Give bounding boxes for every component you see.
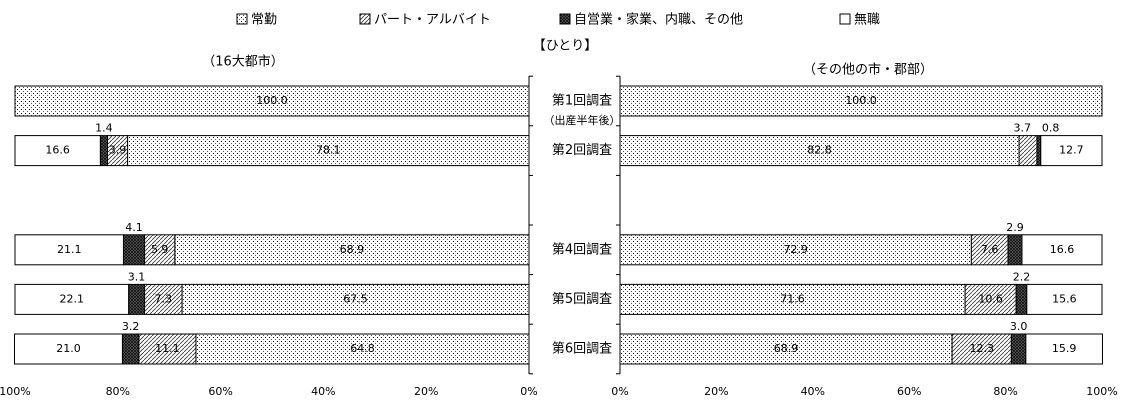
value-label: 71.6 <box>780 292 805 305</box>
value-label: 10.6 <box>978 292 1003 305</box>
legend-label: 自営業・家業、内職、その他 <box>574 12 743 28</box>
value-label: 68.9 <box>340 243 365 256</box>
bar-segment <box>1040 135 1103 167</box>
value-label: 7.6 <box>981 243 999 256</box>
bar-segment <box>1025 333 1103 365</box>
bar-segment <box>14 135 101 167</box>
x-tick-label: 40% <box>801 385 825 398</box>
bar-segment <box>13 333 123 365</box>
bar-segment <box>619 85 1103 117</box>
value-label: 3.9 <box>109 144 127 157</box>
x-tick-label: 100% <box>0 385 31 398</box>
value-label: 64.8 <box>350 342 375 355</box>
bar-segment <box>127 135 530 167</box>
bar-segment <box>1018 135 1038 167</box>
value-label: 2.2 <box>1013 270 1031 283</box>
x-tick-label: 20% <box>704 385 728 398</box>
panel-title: （その他の市・郡部） <box>803 62 933 78</box>
value-label: 16.6 <box>45 144 70 157</box>
value-label: 3.0 <box>1010 320 1028 333</box>
legend-swatch <box>359 13 371 25</box>
value-label: 7.3 <box>155 292 173 305</box>
bar-segment <box>1015 283 1028 315</box>
value-label: 0.8 <box>1042 122 1060 135</box>
x-tick-label: 80% <box>106 385 130 398</box>
value-label: 5.9 <box>151 243 169 256</box>
y-tick-label: 第6回調査 <box>552 342 612 357</box>
bar-segment <box>1010 333 1027 365</box>
value-label: 82.8 <box>807 144 832 157</box>
bar-segment <box>144 234 176 266</box>
value-label: 4.1 <box>125 221 143 234</box>
value-label: 15.9 <box>1052 342 1077 355</box>
bar-segment <box>121 333 140 365</box>
y-tick-label: 第2回調査 <box>552 143 612 158</box>
legend-label: パート・アルバイト <box>374 13 491 28</box>
x-tick-label: 60% <box>897 385 921 398</box>
x-tick-label: 0% <box>611 385 628 398</box>
bar-segment <box>181 283 530 315</box>
value-label: 100.0 <box>256 94 288 107</box>
bar-segment <box>1036 135 1042 167</box>
bar-segment <box>14 85 530 117</box>
legend-swatch <box>559 13 571 25</box>
bar-segment <box>99 135 109 167</box>
bar-segment <box>964 283 1017 315</box>
value-label: 15.6 <box>1052 292 1077 305</box>
legend-label: 常勤 <box>251 13 277 28</box>
bar-segment <box>619 135 1020 167</box>
value-label: 78.1 <box>316 144 341 157</box>
value-label: 3.1 <box>128 270 146 283</box>
panel-title: （16大都市） <box>202 54 284 70</box>
y-tick-label: 第1回調査 <box>552 94 612 109</box>
bar-segment <box>1021 234 1103 266</box>
value-label: 12.3 <box>969 342 994 355</box>
x-tick-label: 40% <box>311 385 335 398</box>
value-label: 11.1 <box>155 342 180 355</box>
legend-swatch <box>236 13 248 25</box>
bar-segment <box>14 283 130 315</box>
x-tick-label: 100% <box>1086 385 1117 398</box>
bar-segment <box>174 234 530 266</box>
value-label: 67.5 <box>343 292 368 305</box>
value-label: 16.6 <box>1050 243 1075 256</box>
value-label: 100.0 <box>845 94 877 107</box>
value-label: 3.7 <box>1014 122 1032 135</box>
bar-segment <box>128 283 146 315</box>
value-label: 68.9 <box>774 342 799 355</box>
y-tick-label: 第5回調査 <box>552 292 612 307</box>
value-label: 1.4 <box>95 122 113 135</box>
annotation: （出産半年後） <box>544 113 621 127</box>
value-label: 21.1 <box>57 243 82 256</box>
chart-title: 【ひとり】 <box>533 39 598 54</box>
value-label: 3.2 <box>122 320 140 333</box>
value-label: 12.7 <box>1059 144 1084 157</box>
value-label: 2.9 <box>1006 221 1024 234</box>
value-label: 22.1 <box>60 292 85 305</box>
x-tick-label: 80% <box>993 385 1017 398</box>
value-label: 72.9 <box>783 243 808 256</box>
x-tick-label: 0% <box>520 385 537 398</box>
legend-label: 無職 <box>854 13 880 28</box>
bar-segment <box>14 234 124 266</box>
bar-segment <box>195 333 530 365</box>
x-tick-label: 20% <box>414 385 438 398</box>
value-label: 21.0 <box>56 342 81 355</box>
bar-segment <box>1026 283 1103 315</box>
bar-segment <box>122 234 146 266</box>
y-tick-label: 第4回調査 <box>552 242 612 257</box>
legend-swatch <box>839 13 851 25</box>
bar-segment <box>1007 234 1023 266</box>
bar-segment <box>951 333 1012 365</box>
x-tick-label: 60% <box>208 385 232 398</box>
